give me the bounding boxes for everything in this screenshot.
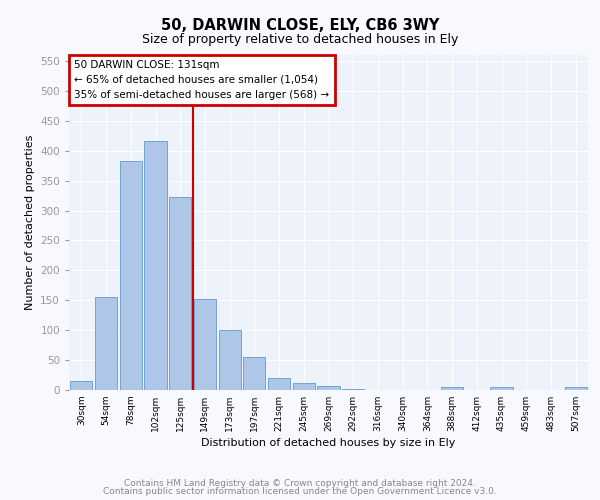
Bar [490,387,512,390]
Bar [145,140,167,390]
Bar [70,381,92,390]
Text: 50 DARWIN CLOSE: 131sqm
← 65% of detached houses are smaller (1,054)
35% of semi: 50 DARWIN CLOSE: 131sqm ← 65% of detache… [74,60,329,100]
Bar [342,389,364,390]
Text: Contains HM Land Registry data © Crown copyright and database right 2024.: Contains HM Land Registry data © Crown c… [124,478,476,488]
Y-axis label: Number of detached properties: Number of detached properties [25,135,35,310]
Text: Contains public sector information licensed under the Open Government Licence v3: Contains public sector information licen… [103,487,497,496]
Text: Size of property relative to detached houses in Ely: Size of property relative to detached ho… [142,32,458,46]
Bar [218,330,241,390]
Bar [293,383,315,390]
Bar [169,198,191,390]
Bar [317,386,340,390]
Bar [119,162,142,390]
Bar [441,387,463,390]
X-axis label: Distribution of detached houses by size in Ely: Distribution of detached houses by size … [202,438,455,448]
Bar [194,299,216,390]
Bar [243,357,265,390]
Text: 50, DARWIN CLOSE, ELY, CB6 3WY: 50, DARWIN CLOSE, ELY, CB6 3WY [161,18,439,32]
Bar [95,298,117,390]
Bar [565,387,587,390]
Bar [268,378,290,390]
